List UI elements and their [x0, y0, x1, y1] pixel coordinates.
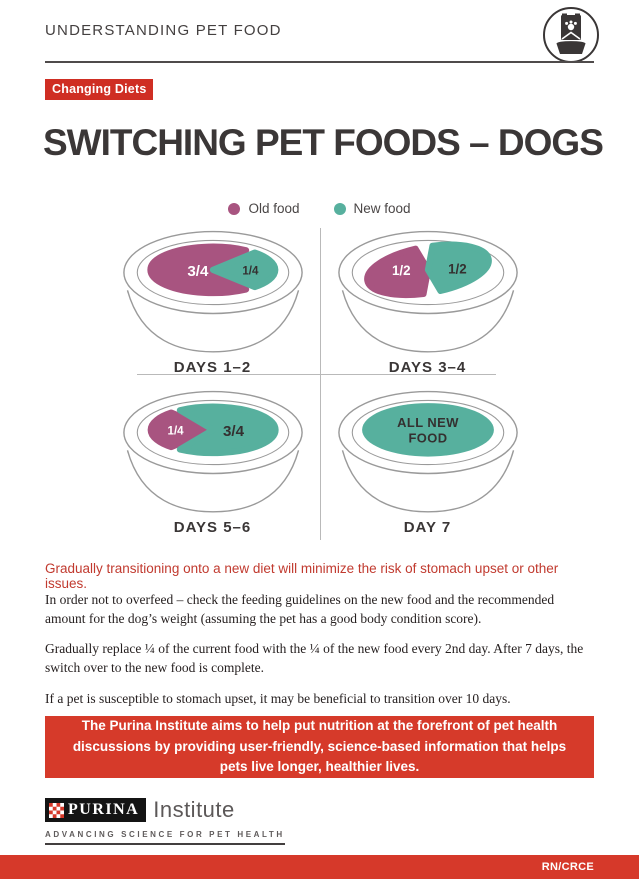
institute-text: Institute	[153, 797, 235, 822]
quadrant-divider-horizontal	[137, 374, 496, 375]
new-food-swatch-icon	[333, 202, 346, 215]
paragraph-stomach-upset: If a pet is susceptible to stomach upset…	[45, 690, 511, 706]
all-new-food-label-line2: FOOD	[408, 430, 447, 445]
bowl-day-7: ALL NEW FOOD DAY 7	[320, 386, 535, 546]
bowl-caption: DAYS 3–4	[388, 359, 467, 376]
bowl-days-5-6: 1/4 3/4 DAYS 5–6	[105, 386, 320, 546]
old-fraction-label: 3/4	[187, 263, 209, 280]
purina-institute-logo: PURINA Institute ADVANCING SCIENCE FOR P…	[45, 797, 285, 845]
quadrant-divider-vertical	[320, 228, 321, 540]
bowl-caption: DAYS 1–2	[173, 359, 252, 376]
new-fraction-label: 3/4	[222, 423, 244, 440]
old-fraction-label: 1/2	[391, 263, 410, 278]
bowl-days-1-2-graphic: 3/4 1/4	[122, 230, 303, 353]
legend-item-new-food: New food	[333, 201, 411, 216]
new-fraction-label: 1/4	[242, 265, 259, 277]
pet-food-bag-bowl-icon	[541, 5, 601, 70]
bowl-days-3-4-graphic: 1/2 1/2	[337, 230, 518, 353]
bowl-day-7-graphic: ALL NEW FOOD	[337, 390, 518, 513]
bowl-caption: DAY 7	[403, 519, 452, 536]
purina-institute-banner: The Purina Institute aims to help put nu…	[45, 716, 594, 778]
purina-tagline: ADVANCING SCIENCE FOR PET HEALTH	[45, 830, 285, 845]
old-fraction-label: 1/4	[167, 425, 184, 437]
purina-wordmark: PURINA	[45, 798, 147, 822]
new-fraction-label: 1/2	[448, 261, 467, 276]
legend: Old food New food	[0, 201, 639, 216]
changing-diets-badge: Changing Diets	[45, 79, 154, 100]
bowl-days-5-6-graphic: 1/4 3/4	[122, 390, 303, 513]
paragraph-gradual-replace: Gradually replace ¼ of the current food …	[45, 641, 584, 676]
bowl-caption: DAYS 5–6	[173, 519, 252, 536]
legend-item-old-food: Old food	[228, 201, 300, 216]
document-code: RN/CRCE	[541, 861, 594, 873]
body-copy: In order not to overfeed – check the fee…	[45, 590, 597, 719]
bowl-days-3-4: 1/2 1/2 DAYS 3–4	[320, 226, 535, 386]
page-header-title: UNDERSTANDING PET FOOD	[45, 22, 282, 39]
bowl-days-1-2: 3/4 1/4 DAYS 1–2	[105, 226, 320, 386]
legend-label-old: Old food	[248, 201, 300, 216]
purina-checkerboard-icon	[49, 802, 64, 818]
bottom-bar: RN/CRCE	[0, 855, 639, 879]
page-title: SWITCHING PET FOODS – DOGS	[43, 122, 604, 163]
legend-label-new: New food	[353, 201, 411, 216]
paragraph-feeding-guidelines: In order not to overfeed – check the fee…	[45, 592, 555, 627]
banner-text: The Purina Institute aims to help put nu…	[72, 717, 567, 775]
bowl-diagram-grid: 3/4 1/4 DAYS 1–2 1/2 1/2 DAYS 3–4	[105, 226, 535, 546]
old-food-swatch-icon	[228, 202, 241, 215]
header-divider	[45, 61, 594, 63]
purina-brand-text: PURINA	[68, 801, 140, 818]
lead-sentence: Gradually transitioning onto a new diet …	[45, 561, 559, 591]
all-new-food-label-line1: ALL NEW	[397, 415, 459, 430]
